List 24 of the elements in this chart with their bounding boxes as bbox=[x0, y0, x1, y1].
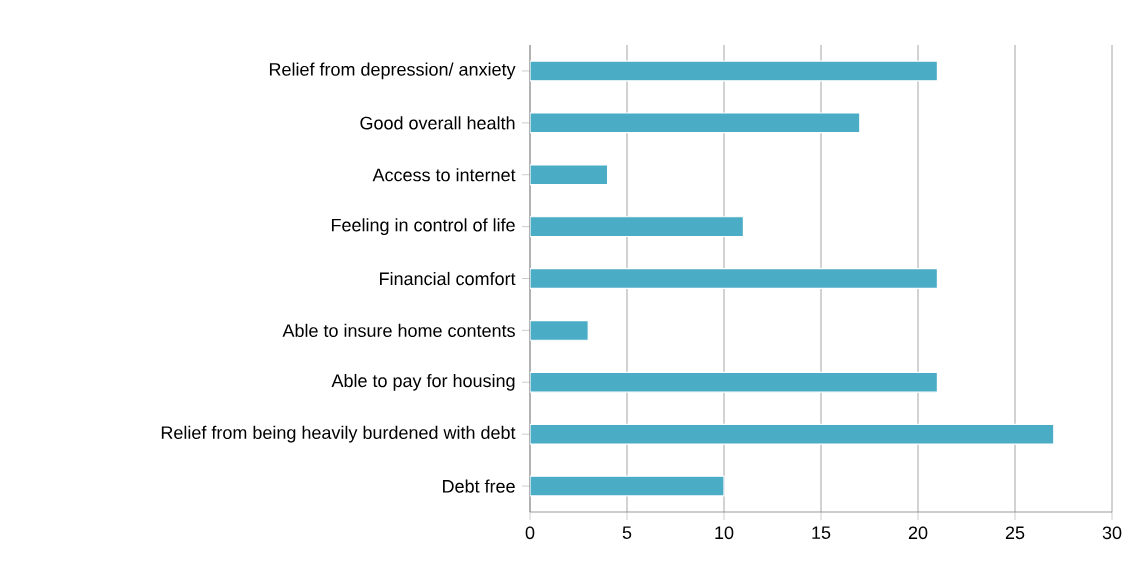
bar bbox=[530, 371, 939, 393]
y-tick-label: Feeling in control of life bbox=[331, 218, 515, 236]
x-tick-label: 0 bbox=[525, 526, 535, 540]
bar bbox=[530, 475, 725, 497]
y-tick-label: Debt free bbox=[443, 479, 515, 493]
y-tick-label: Relief from depression/ anxiety bbox=[269, 62, 516, 80]
x-tick-label: 30 bbox=[1102, 526, 1122, 540]
y-tick-label: Good overall health bbox=[360, 116, 515, 130]
y-tick-label: Able to insure home contents bbox=[282, 323, 515, 338]
bar bbox=[530, 216, 745, 238]
x-tick-label: 5 bbox=[622, 526, 632, 539]
x-tick-label: 10 bbox=[715, 526, 734, 540]
bar bbox=[530, 112, 861, 134]
bar bbox=[530, 60, 939, 82]
x-tick-label: 20 bbox=[908, 526, 928, 540]
y-tick-label: Able to pay for housing bbox=[331, 373, 515, 391]
bar bbox=[530, 268, 939, 289]
x-tick-label: 25 bbox=[1005, 526, 1025, 540]
y-tick-label: Access to internet bbox=[372, 168, 516, 182]
bar bbox=[530, 319, 589, 341]
y-tick-label: Relief from being heavily burdened with debt bbox=[161, 425, 516, 443]
x-tick-label: 15 bbox=[812, 526, 831, 539]
bar bbox=[530, 423, 1055, 445]
y-tick-label: Financial comfort bbox=[380, 271, 516, 286]
